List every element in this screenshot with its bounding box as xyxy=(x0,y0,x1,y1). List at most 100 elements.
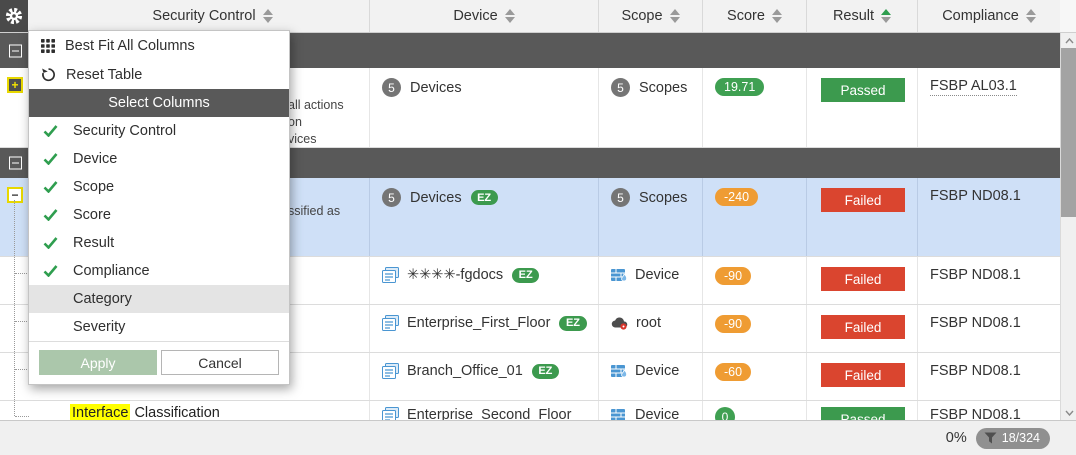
compliance-link[interactable]: FSBP AL03.1 xyxy=(930,78,1017,96)
column-option-result[interactable]: Result xyxy=(29,229,289,257)
scope-count-badge: 5 xyxy=(611,78,630,97)
score-cell: -90 xyxy=(703,305,807,352)
menu-item-reset-table[interactable]: Reset Table xyxy=(29,60,289,89)
score-badge: -90 xyxy=(715,315,752,333)
table-row[interactable]: Interface Classification Enterprise_Seco… xyxy=(0,401,1060,420)
menu-item-label: Best Fit All Columns xyxy=(65,37,195,54)
search-highlight: Interface xyxy=(70,404,131,420)
device-group-icon xyxy=(382,315,399,331)
ez-tag-badge: EZ xyxy=(559,315,587,331)
check-icon xyxy=(43,237,64,249)
column-settings-menu: Best Fit All Columns Reset Table Select … xyxy=(28,30,290,385)
root-adom-icon xyxy=(611,317,628,330)
device-cell: Enterprise_First_Floor EZ xyxy=(370,305,599,352)
header-tree-cell xyxy=(0,0,56,32)
scope-cell: Device xyxy=(599,257,703,304)
column-header-label: Result xyxy=(832,8,875,24)
score-badge: -240 xyxy=(715,188,759,206)
security-control-text: vices xyxy=(288,132,317,146)
menu-item-label: Reset Table xyxy=(66,66,143,83)
column-option-scope[interactable]: Scope xyxy=(29,173,289,201)
scope-cell: Device xyxy=(599,401,703,420)
compliance-text: FSBP ND08.1 xyxy=(930,363,1021,379)
compliance-text: FSBP ND08.1 xyxy=(930,188,1021,204)
check-icon xyxy=(43,181,64,193)
compliance-cell: FSBP ND08.1 xyxy=(918,257,1060,304)
result-badge: Failed xyxy=(821,188,905,212)
column-option-label: Score xyxy=(73,207,111,223)
sort-icon xyxy=(669,9,680,23)
column-option-label: Severity xyxy=(73,319,126,335)
device-label: Branch_Office_01 xyxy=(407,363,523,379)
scope-cell: 5 Scopes xyxy=(599,68,703,147)
filter-count-pill[interactable]: 18/324 xyxy=(975,427,1050,449)
firewall-device-icon xyxy=(611,365,628,378)
device-count-badge: 5 xyxy=(382,78,401,97)
apply-button[interactable]: Apply xyxy=(39,350,157,375)
progress-percent: 0% xyxy=(945,430,967,446)
column-header-device[interactable]: Device xyxy=(370,0,599,32)
scrollbar-thumb[interactable] xyxy=(1061,48,1076,217)
check-icon xyxy=(43,209,64,221)
device-label: Enterprise_First_Floor xyxy=(407,315,551,331)
cancel-button[interactable]: Cancel xyxy=(161,350,279,375)
sort-asc-icon xyxy=(881,9,892,23)
scroll-up-arrow[interactable] xyxy=(1061,33,1076,48)
vertical-scrollbar[interactable] xyxy=(1060,33,1076,420)
result-cell: Passed xyxy=(807,68,918,147)
score-badge: -90 xyxy=(715,267,752,285)
firewall-device-icon xyxy=(611,409,625,420)
scope-label: root xyxy=(636,315,661,331)
filter-count-text: 18/324 xyxy=(1001,431,1040,445)
compliance-cell: FSBP AL03.1 xyxy=(918,68,1060,147)
check-icon xyxy=(43,125,64,137)
column-header-security-control[interactable]: Security Control xyxy=(56,0,370,32)
status-bar: 0% 18/324 xyxy=(0,420,1076,455)
score-cell: -60 xyxy=(703,353,807,400)
collapse-group-icon[interactable] xyxy=(9,156,22,170)
column-option-compliance[interactable]: Compliance xyxy=(29,257,289,285)
device-cell: 5 Devices EZ xyxy=(370,178,599,256)
ez-tag-badge: EZ xyxy=(512,267,540,283)
score-cell: -90 xyxy=(703,257,807,304)
column-option-category[interactable]: Category xyxy=(29,285,289,313)
column-option-score[interactable]: Score xyxy=(29,201,289,229)
scroll-down-arrow[interactable] xyxy=(1061,405,1076,420)
column-header-result[interactable]: Result xyxy=(807,0,918,32)
security-control-text: Classification xyxy=(130,405,220,420)
device-group-icon xyxy=(382,407,399,420)
collapse-node-icon[interactable]: − xyxy=(7,187,23,203)
column-option-severity[interactable]: Severity xyxy=(29,313,289,341)
score-badge: -60 xyxy=(715,363,752,381)
column-header-score[interactable]: Score xyxy=(703,0,807,32)
column-option-label: Category xyxy=(73,291,132,307)
device-label: Devices xyxy=(410,79,462,96)
scope-label: Device xyxy=(635,407,680,420)
column-header-label: Scope xyxy=(621,8,663,24)
table-header-row: Security Control Device Scope Score Resu… xyxy=(0,0,1060,33)
compliance-cell: FSBP ND08.1 xyxy=(918,401,1060,420)
device-group-icon xyxy=(382,267,399,283)
device-cell: ✳✳✳✳-fgdocs EZ xyxy=(370,257,599,304)
column-option-security-control[interactable]: Security Control xyxy=(29,117,289,145)
expand-node-icon[interactable]: + xyxy=(7,77,23,93)
scope-count-badge: 5 xyxy=(611,188,630,207)
scrollbar-header-corner xyxy=(1060,0,1076,33)
column-option-label: Result xyxy=(73,235,115,251)
compliance-text: FSBP ND08.1 xyxy=(930,315,1021,331)
collapse-group-icon[interactable] xyxy=(9,44,22,57)
column-header-compliance[interactable]: Compliance xyxy=(918,0,1060,32)
column-header-scope[interactable]: Scope xyxy=(599,0,703,32)
sort-icon xyxy=(1025,9,1036,23)
filter-funnel-icon xyxy=(984,432,997,444)
result-cell: Failed xyxy=(807,257,918,304)
column-option-device[interactable]: Device xyxy=(29,145,289,173)
device-label: ✳✳✳✳-fgdocs xyxy=(407,267,504,283)
table-settings-button[interactable] xyxy=(0,0,28,32)
sort-icon xyxy=(262,9,273,23)
menu-item-best-fit[interactable]: Best Fit All Columns xyxy=(29,31,289,60)
compliance-text: FSBP ND08.1 xyxy=(930,407,1021,420)
device-label: Enterprise_Second_Floor xyxy=(407,407,572,420)
column-option-label: Scope xyxy=(73,179,115,195)
